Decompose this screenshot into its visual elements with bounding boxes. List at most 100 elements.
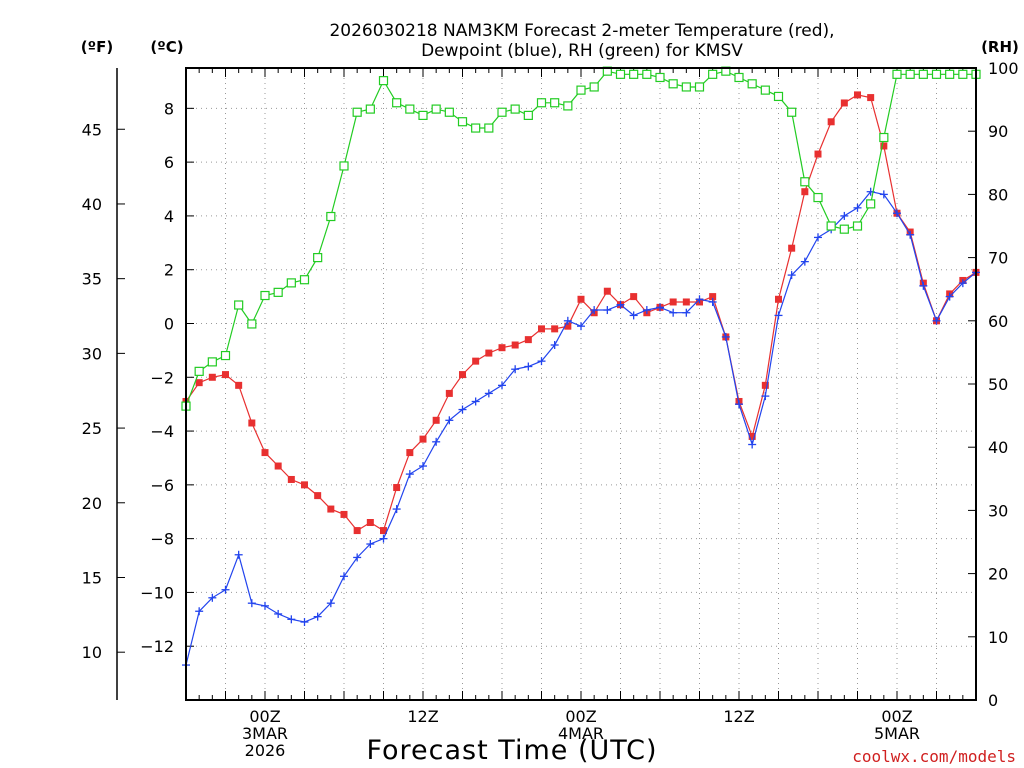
data-point — [432, 437, 441, 446]
celsius-axis-unit: (ºC) — [150, 38, 183, 56]
x-axis-label: Forecast Time (UTC) — [366, 735, 657, 766]
data-point — [563, 101, 573, 111]
data-point — [734, 72, 744, 83]
data-point — [457, 117, 468, 127]
data-point — [208, 593, 217, 602]
data-point — [840, 211, 849, 220]
data-point — [589, 82, 599, 92]
data-point — [274, 462, 282, 470]
celsius-tick-label: −8 — [150, 530, 174, 549]
data-point — [669, 308, 678, 317]
data-point — [419, 435, 427, 443]
data-point — [432, 416, 440, 424]
chart-title-line-2: Dewpoint (blue), RH (green) for KMSV — [421, 41, 743, 61]
data-point — [603, 306, 612, 315]
data-point — [208, 373, 216, 381]
data-point — [905, 69, 915, 79]
data-point — [380, 527, 387, 535]
data-point — [339, 161, 349, 171]
celsius-tick-label: 6 — [164, 153, 174, 172]
data-point — [787, 107, 797, 117]
data-point — [668, 79, 678, 89]
data-point — [616, 300, 625, 309]
data-point — [314, 492, 322, 500]
data-point — [536, 98, 547, 108]
data-point — [484, 389, 493, 398]
data-point — [682, 308, 691, 317]
rh-tick-label: 50 — [988, 375, 1008, 394]
data-point — [498, 381, 506, 390]
data-point — [866, 199, 876, 209]
data-point — [537, 357, 546, 366]
data-point — [523, 110, 533, 121]
data-point — [274, 609, 283, 618]
fahrenheit-tick-label: 45 — [82, 120, 102, 139]
data-point — [577, 322, 585, 331]
series-line — [185, 94, 977, 532]
data-point — [655, 72, 665, 83]
data-point — [931, 69, 942, 79]
fahrenheit-tick-label: 10 — [82, 643, 102, 662]
data-point — [892, 69, 902, 79]
data-point — [813, 192, 823, 203]
data-point — [352, 107, 362, 117]
x-tick-label: 5MAR — [874, 724, 920, 743]
data-point — [879, 190, 888, 199]
data-point — [195, 607, 204, 616]
data-point — [853, 203, 862, 212]
data-point — [511, 365, 520, 374]
data-point — [893, 209, 901, 218]
data-point — [840, 99, 848, 107]
data-point — [709, 293, 717, 301]
data-point — [852, 221, 863, 231]
data-point — [392, 505, 401, 514]
data-point — [313, 612, 322, 621]
x-tick-label: 12Z — [723, 707, 754, 726]
fahrenheit-tick-label: 40 — [82, 195, 102, 214]
data-point — [879, 132, 889, 143]
data-point — [669, 298, 677, 306]
data-point — [629, 311, 638, 320]
data-point — [721, 332, 730, 341]
celsius-tick-label: −2 — [150, 368, 174, 387]
data-point — [220, 350, 231, 361]
data-point — [787, 271, 796, 280]
data-point — [919, 281, 928, 290]
rh-tick-label: 40 — [988, 438, 1008, 457]
data-point — [419, 462, 427, 471]
rh-tick-label: 80 — [988, 185, 1008, 204]
data-point — [247, 599, 256, 608]
plot-frame — [185, 67, 977, 701]
data-point — [445, 389, 453, 397]
x-tick-label: 12Z — [407, 707, 438, 726]
data-point — [326, 211, 336, 222]
data-point — [459, 371, 466, 379]
data-point — [550, 98, 560, 108]
data-point — [800, 177, 810, 187]
x-tick-label: 00Z — [565, 707, 596, 726]
data-point — [301, 481, 308, 489]
data-point — [273, 287, 283, 297]
data-point — [261, 449, 269, 457]
axes: −12 −10 −8 −6 −4 −2 0 2 4 6 8 10 15 20 25 30 35 40 45 0 10 20… — [82, 59, 1019, 760]
celsius-tick-label: 0 — [164, 314, 174, 333]
data-point — [379, 534, 388, 543]
rh-axis-unit: (RH) — [981, 38, 1019, 56]
data-point — [313, 253, 323, 263]
data-point — [945, 292, 954, 301]
data-point — [814, 233, 822, 242]
data-point — [775, 295, 782, 303]
rh-tick-label: 90 — [988, 122, 1008, 141]
data-point — [524, 336, 532, 344]
rh-tick-label: 100 — [988, 59, 1019, 78]
data-point — [839, 224, 849, 234]
data-point — [287, 475, 295, 483]
data-point — [221, 585, 230, 594]
data-point — [577, 295, 585, 303]
data-point — [353, 527, 361, 535]
data-series — [181, 66, 981, 670]
data-point — [353, 553, 362, 562]
data-point — [906, 230, 915, 239]
data-point — [222, 371, 229, 379]
